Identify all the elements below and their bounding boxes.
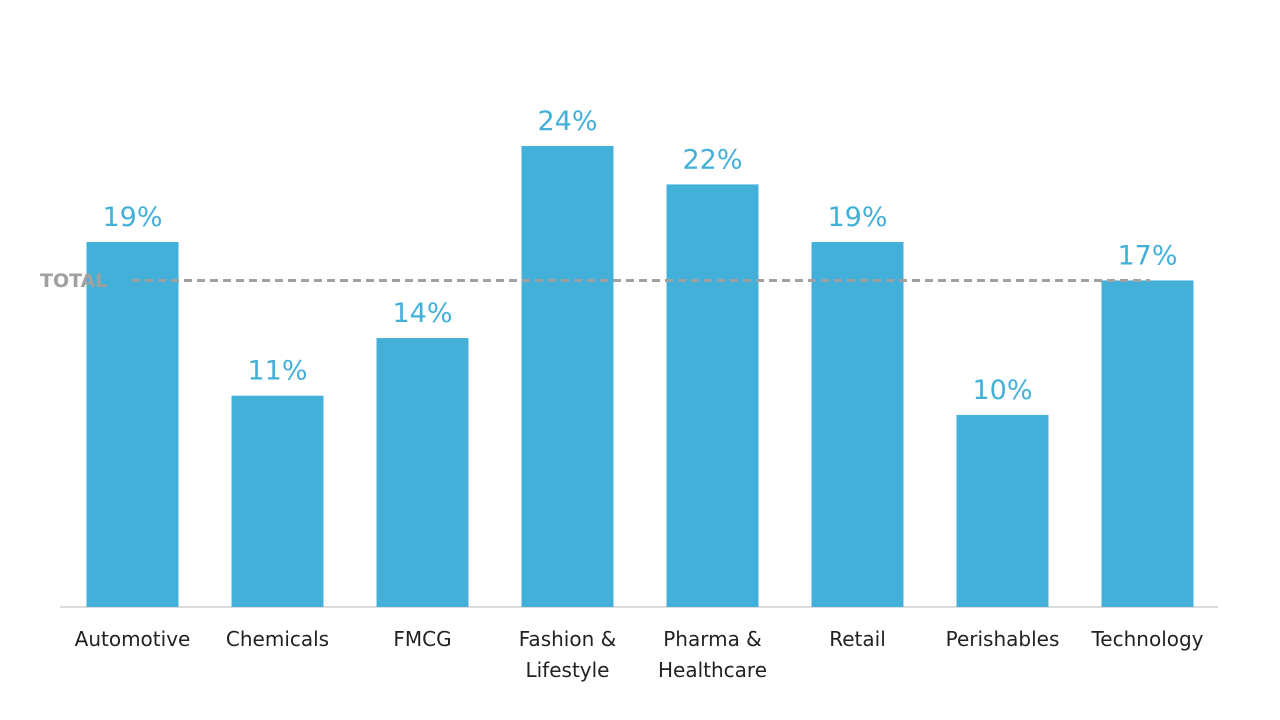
x-tick-label: Pharma & Healthcare xyxy=(657,627,767,682)
bar xyxy=(376,338,469,607)
x-tick-label: Chemicals xyxy=(225,627,330,651)
value-label: 11% xyxy=(247,356,307,387)
x-tick-label: Retail xyxy=(829,627,886,651)
x-tick-label: Automotive xyxy=(74,627,191,651)
value-label: 14% xyxy=(392,298,452,329)
value-label: 22% xyxy=(682,144,742,175)
bar xyxy=(811,242,904,607)
bar xyxy=(86,242,179,607)
value-label: 19% xyxy=(102,202,162,233)
x-tick-label: FMCG xyxy=(393,627,452,651)
value-label: 17% xyxy=(1117,240,1177,271)
bar xyxy=(1101,280,1194,607)
x-tick-label: Fashion & Lifestyle xyxy=(518,627,617,682)
bar xyxy=(956,414,1049,607)
value-label: 19% xyxy=(827,202,887,233)
bar xyxy=(231,395,324,607)
reference-label: TOTAL xyxy=(40,270,107,292)
bar xyxy=(521,146,614,607)
x-tick-label: Perishables xyxy=(945,627,1060,651)
value-label: 10% xyxy=(972,375,1032,406)
value-label: 24% xyxy=(537,106,597,137)
x-tick-label: Technology xyxy=(1091,627,1204,651)
bar xyxy=(666,184,759,607)
